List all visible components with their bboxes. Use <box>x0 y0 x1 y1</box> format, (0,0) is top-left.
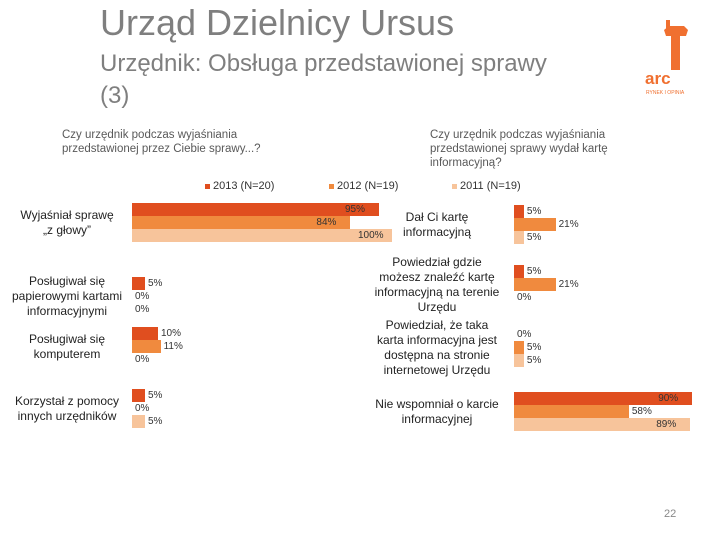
value-label: 100% <box>358 230 384 241</box>
value-label: 0% <box>517 292 532 303</box>
value-label: 58% <box>631 406 652 417</box>
category-label: Powiedział, że taka karta informacyjna je… <box>376 317 498 377</box>
bar-2012 <box>514 341 524 354</box>
legend-2013: 2013 (N=20) <box>205 180 274 192</box>
value-label: 5% <box>526 206 542 217</box>
value-label: 95% <box>345 204 366 215</box>
bar-2011 <box>514 231 524 244</box>
bar-2012 <box>514 218 556 231</box>
category-label: Powiedział gdzie możesz znaleźć kartę info… <box>374 254 500 314</box>
bar-2013 <box>132 327 158 340</box>
value-label: 5% <box>526 232 542 243</box>
bar-2013 <box>132 389 145 402</box>
value-label: 5% <box>526 342 542 353</box>
legend-2011: 2011 (N=19) <box>452 180 521 192</box>
category-label: Wyjaśniał sprawę „z głowy” <box>20 207 114 237</box>
category-label: Nie wspomniał o karcie informacyjnej <box>375 396 499 426</box>
bar-2012 <box>132 216 351 229</box>
legend-swatch-2011 <box>452 183 457 189</box>
page-subtitle: Urzędnik: Obsługa przedstawionej sprawy … <box>100 50 547 109</box>
right-chart-question: Czy urzędnik podczas wyjaśniania przedst… <box>430 129 608 169</box>
bar-2013 <box>132 203 379 216</box>
value-label: 0% <box>135 304 150 315</box>
category-label: Posługiwał się papierowymi kartami informa… <box>11 274 123 318</box>
value-label: 89% <box>656 419 677 430</box>
value-label: 21% <box>558 219 579 230</box>
value-label: 5% <box>148 390 163 401</box>
value-label: 11% <box>163 341 183 352</box>
value-label: 21% <box>558 279 579 290</box>
bar-2012 <box>132 340 161 353</box>
logo-tower-icon <box>664 20 688 70</box>
page-title: Urząd Dzielnicy Ursus <box>100 2 455 43</box>
logo-text: arc <box>645 69 671 88</box>
category-label: Korzystał z pomocy innych urzędników <box>14 393 120 423</box>
value-label: 5% <box>526 355 542 366</box>
bar-2013 <box>514 392 693 405</box>
value-label: 0% <box>135 354 150 365</box>
arc-logo: arc RYNEK I OPINIA <box>640 18 700 98</box>
category-label: Posługiwał się komputerem <box>28 331 106 361</box>
logo-tagline: RYNEK I OPINIA <box>646 90 685 96</box>
bar-2011 <box>132 229 392 242</box>
category-label: Dał Ci kartę informacyjną <box>402 209 472 239</box>
bar-2013 <box>514 265 524 278</box>
legend-2012: 2012 (N=19) <box>329 180 398 192</box>
bar-2013 <box>514 205 524 218</box>
value-label: 0% <box>135 291 150 302</box>
left-chart-question: Czy urzędnik podczas wyjaśniania przedst… <box>62 129 261 155</box>
bar-2012 <box>514 405 629 418</box>
value-label: 0% <box>135 403 150 414</box>
page-number: 22 <box>664 508 677 520</box>
value-label: 5% <box>148 416 163 427</box>
bar-2013 <box>132 277 145 290</box>
value-label: 0% <box>517 329 532 340</box>
value-label: 5% <box>148 278 163 289</box>
value-label: 5% <box>526 266 542 277</box>
legend-swatch-2013 <box>205 183 210 189</box>
legend-swatch-2012 <box>329 183 334 189</box>
bar-2011 <box>514 418 691 431</box>
bar-2012 <box>514 278 556 291</box>
value-label: 10% <box>161 328 182 339</box>
bar-2011 <box>132 415 145 428</box>
bar-2011 <box>514 354 524 367</box>
value-label: 90% <box>658 393 679 404</box>
value-label: 84% <box>316 217 337 228</box>
